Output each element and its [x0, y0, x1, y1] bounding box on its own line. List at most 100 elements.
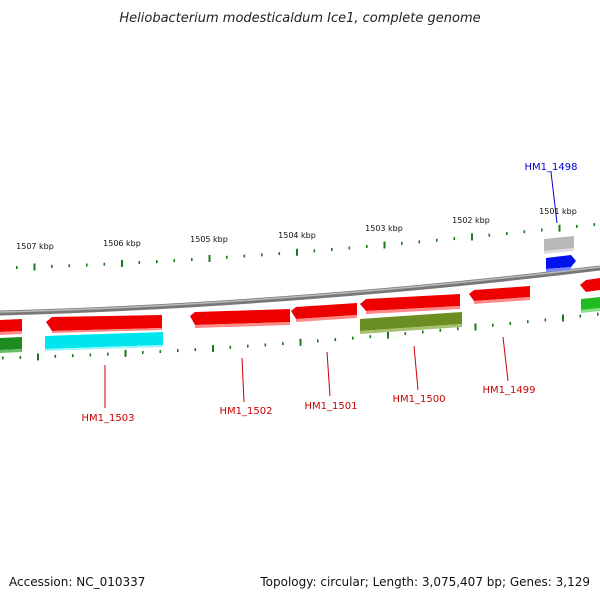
minor-tick	[103, 262, 106, 266]
gene-hm1-1500[interactable]	[360, 312, 462, 334]
minor-tick	[369, 335, 372, 339]
minor-tick	[159, 350, 162, 354]
minor-tick	[191, 258, 193, 262]
minor-tick	[366, 245, 368, 249]
gene-hm1-1503[interactable]	[46, 315, 162, 333]
minor-tick	[19, 355, 22, 359]
major-tick	[471, 233, 473, 241]
scale-label-1503: 1503 kbp	[365, 224, 403, 233]
inner-scale-ticks	[2, 312, 599, 361]
minor-tick	[509, 321, 512, 325]
minor-tick	[404, 332, 407, 336]
gene-label-hm1-1503[interactable]: HM1_1503	[82, 413, 135, 424]
minor-tick	[527, 320, 529, 324]
minor-tick	[579, 314, 582, 318]
scale-label-1502: 1502 kbp	[452, 216, 490, 225]
outer-scale-ticks	[16, 223, 596, 271]
major-tick	[387, 331, 389, 339]
minor-tick	[401, 241, 403, 245]
scale-label-1501: 1501 kbp	[539, 207, 577, 216]
minor-tick	[89, 353, 92, 357]
minor-tick	[541, 228, 543, 232]
minor-tick	[226, 255, 228, 259]
major-tick	[299, 338, 302, 346]
minor-tick	[348, 246, 351, 250]
gene-left-edge-green[interactable]	[0, 337, 22, 353]
minor-tick	[331, 247, 333, 251]
minor-tick	[72, 354, 74, 358]
minor-tick	[229, 345, 232, 349]
minor-tick	[68, 264, 71, 268]
genome-backbone	[0, 265, 600, 316]
gene-hm1-1502[interactable]	[190, 309, 290, 328]
minor-tick	[138, 261, 141, 265]
scale-label-1505: 1505 kbp	[190, 235, 228, 244]
gene-label-hm1-1500[interactable]: HM1_1500	[393, 394, 446, 405]
minor-tick	[86, 263, 88, 267]
minor-tick	[142, 350, 144, 354]
map-title: Heliobacterium modesticaldum Ice1, compl…	[119, 11, 480, 26]
gene-label-hm1-1499[interactable]: HM1_1499	[483, 385, 536, 396]
gene-right-edge-green[interactable]	[581, 297, 600, 313]
accession-text: Accession: NC_010337	[9, 575, 145, 589]
gene-label-hm1-1502[interactable]: HM1_1502	[220, 406, 273, 417]
minor-tick	[261, 253, 263, 257]
major-tick	[208, 254, 211, 262]
minor-tick	[278, 252, 281, 256]
gene-label-hm1-1501[interactable]: HM1_1501	[305, 401, 358, 412]
minor-tick	[544, 318, 547, 322]
major-tick	[474, 323, 477, 331]
gene-hm1-1498[interactable]	[546, 255, 576, 272]
major-tick	[562, 314, 564, 322]
gene-hm1-1499[interactable]	[469, 286, 530, 304]
major-tick	[296, 248, 298, 256]
minor-tick	[488, 233, 491, 237]
scale-labels: 1507 kbp 1506 kbp 1505 kbp 1504 kbp 1503…	[16, 207, 577, 251]
gene-callout-lines	[104, 171, 558, 408]
minor-tick	[436, 238, 438, 242]
major-tick	[37, 353, 39, 361]
major-tick	[124, 349, 127, 357]
major-tick	[33, 263, 36, 271]
minor-tick	[282, 342, 284, 346]
minor-tick	[334, 338, 337, 342]
minor-tick	[51, 264, 53, 268]
minor-tick	[317, 339, 319, 343]
minor-tick	[418, 240, 421, 244]
gene-right-edge-red[interactable]	[580, 278, 600, 292]
major-tick	[121, 259, 123, 267]
gene-gray[interactable]	[544, 236, 574, 254]
gene-hm1-1500-region[interactable]	[360, 294, 460, 314]
minor-tick	[247, 344, 249, 348]
gene-cyan[interactable]	[45, 332, 163, 351]
minor-tick	[352, 336, 354, 340]
scale-label-1507: 1507 kbp	[16, 242, 54, 251]
minor-tick	[264, 343, 267, 347]
major-tick	[383, 241, 386, 249]
minor-tick	[2, 356, 4, 360]
minor-tick	[439, 328, 442, 332]
minor-tick	[492, 323, 494, 327]
genome-backbone-highlight	[0, 266, 600, 313]
minor-tick	[457, 327, 459, 331]
minor-tick	[16, 266, 18, 270]
gene-hm1-1501[interactable]	[291, 303, 357, 322]
gene-labels: HM1_1503 HM1_1502 HM1_1501 HM1_1500 HM1_…	[82, 162, 578, 424]
minor-tick	[156, 260, 158, 264]
major-tick	[212, 344, 214, 352]
scale-label-1504: 1504 kbp	[278, 231, 316, 240]
genome-summary-text: Topology: circular; Length: 3,075,407 bp…	[259, 575, 590, 589]
minor-tick	[523, 230, 526, 234]
gene-label-hm1-1498[interactable]: HM1_1498	[525, 162, 578, 173]
minor-tick	[54, 354, 57, 358]
minor-tick	[597, 312, 599, 316]
minor-tick	[194, 348, 197, 352]
minor-tick	[506, 232, 508, 236]
gene-left-edge-red[interactable]	[0, 319, 22, 335]
minor-tick	[107, 352, 109, 356]
minor-tick	[453, 237, 456, 241]
minor-tick	[422, 330, 424, 334]
minor-tick	[243, 254, 246, 258]
